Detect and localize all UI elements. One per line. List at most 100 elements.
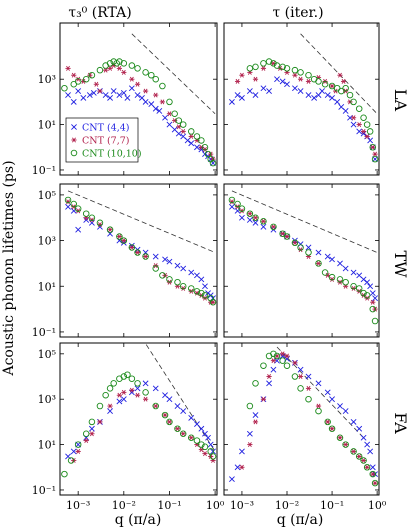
data-point xyxy=(166,98,173,106)
data-point xyxy=(252,92,259,98)
data-point xyxy=(270,223,277,231)
data-point xyxy=(239,72,245,78)
data-point xyxy=(315,403,322,409)
data-point xyxy=(148,71,155,79)
data-point xyxy=(252,219,259,226)
data-point xyxy=(334,98,341,105)
x-tick-label: 10⁻³ xyxy=(230,499,254,512)
data-point xyxy=(252,380,259,387)
data-point xyxy=(336,276,344,283)
data-point xyxy=(166,111,173,117)
data-point xyxy=(324,389,331,396)
data-point xyxy=(198,276,205,283)
data-point xyxy=(252,412,259,418)
data-point xyxy=(121,389,127,395)
data-point xyxy=(159,272,166,279)
data-point xyxy=(174,262,181,269)
data-point xyxy=(188,140,195,147)
legend-marker xyxy=(71,124,77,130)
data-point xyxy=(82,430,90,438)
data-point xyxy=(356,453,362,459)
panel-la-iter xyxy=(223,22,380,176)
data-point xyxy=(120,239,127,246)
data-point xyxy=(360,457,367,464)
power-law-guide-line xyxy=(231,190,378,253)
data-point xyxy=(229,203,235,210)
data-point xyxy=(315,260,322,267)
data-point xyxy=(247,442,253,448)
data-point xyxy=(266,380,272,387)
data-point xyxy=(209,298,217,306)
data-point xyxy=(260,60,267,67)
data-point xyxy=(347,114,353,121)
data-point xyxy=(292,237,298,244)
data-point xyxy=(356,122,362,128)
data-point xyxy=(175,130,182,137)
data-point xyxy=(171,110,178,118)
x-tick-label: 10⁰ xyxy=(206,499,225,512)
data-point xyxy=(355,105,363,112)
data-point xyxy=(128,85,135,92)
data-point xyxy=(89,431,95,437)
data-point xyxy=(239,94,245,101)
data-point xyxy=(83,438,89,444)
y-tick-label: 10³ xyxy=(38,393,56,406)
data-point xyxy=(297,366,304,373)
data-point xyxy=(102,92,109,98)
data-point xyxy=(116,398,123,405)
data-point xyxy=(134,380,141,387)
data-point xyxy=(260,85,267,92)
data-point xyxy=(74,441,82,448)
data-point xyxy=(364,441,371,448)
data-point xyxy=(187,285,195,292)
data-point xyxy=(96,219,104,227)
data-point xyxy=(273,352,281,360)
data-point xyxy=(86,92,93,98)
data-point xyxy=(252,63,259,71)
column-title-iter: τ (iter.) xyxy=(272,5,323,21)
data-point xyxy=(315,249,322,256)
data-point xyxy=(180,408,187,414)
data-point xyxy=(209,159,217,167)
data-point xyxy=(74,78,82,85)
data-point xyxy=(188,269,195,276)
data-point xyxy=(260,218,267,225)
data-point xyxy=(292,360,298,366)
data-point xyxy=(110,88,117,94)
data-point xyxy=(70,98,77,105)
data-point xyxy=(180,128,186,134)
x-tick-label: 10⁻¹ xyxy=(157,499,181,512)
data-point xyxy=(342,265,349,272)
data-point xyxy=(297,88,304,94)
data-point xyxy=(106,385,114,392)
data-point xyxy=(120,373,128,380)
data-point xyxy=(315,260,322,266)
data-point xyxy=(305,395,312,403)
data-point xyxy=(260,362,267,369)
data-point xyxy=(284,353,290,359)
data-point xyxy=(350,115,357,121)
data-point xyxy=(142,98,149,105)
data-point xyxy=(342,278,349,286)
data-point xyxy=(372,295,378,302)
data-point xyxy=(107,94,113,101)
data-point xyxy=(142,88,149,94)
data-point xyxy=(116,58,123,65)
data-point xyxy=(246,217,253,223)
data-point xyxy=(129,387,135,393)
data-point xyxy=(343,442,349,448)
data-point xyxy=(96,402,104,410)
data-point xyxy=(116,92,123,98)
data-point xyxy=(234,78,241,84)
legend-marker xyxy=(70,149,78,157)
data-point xyxy=(369,470,377,478)
data-point xyxy=(350,98,357,106)
x-tick-label: 10⁻¹ xyxy=(320,499,344,512)
data-point xyxy=(342,108,349,114)
data-point xyxy=(208,453,214,459)
data-point xyxy=(234,92,241,98)
panel-frame xyxy=(59,342,218,496)
data-point xyxy=(260,223,267,230)
data-point xyxy=(371,317,379,325)
data-points xyxy=(64,196,217,306)
